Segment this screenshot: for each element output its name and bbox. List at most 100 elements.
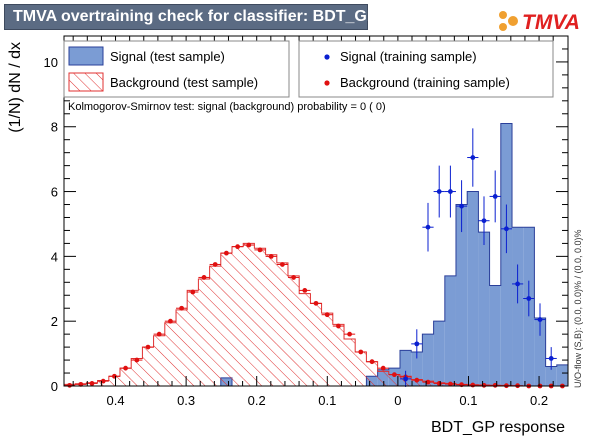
background-train-point <box>414 377 420 383</box>
y-tick-label: 10 <box>44 55 58 70</box>
background-test-bar <box>220 253 232 386</box>
background-train-point <box>156 331 162 337</box>
signal-train-point <box>470 155 476 160</box>
background-train-point <box>223 250 229 256</box>
signal-train-point <box>448 189 453 194</box>
signal-test-bar <box>545 366 557 386</box>
background-train-point <box>425 379 431 385</box>
background-train-point <box>302 287 308 293</box>
signal-test-bar <box>489 285 501 386</box>
ks-test-text: Kolmogorov-Smirnov test: signal (backgro… <box>68 101 386 113</box>
background-train-point <box>112 373 117 379</box>
logo-dot-1-icon <box>499 11 507 19</box>
background-train-point <box>470 382 476 388</box>
background-train-point <box>448 381 453 387</box>
background-train-point <box>280 262 285 267</box>
logo-dot-2-icon <box>499 23 507 31</box>
signal-test-bar <box>534 317 546 386</box>
background-test-bar <box>321 313 333 386</box>
signal-test-bar <box>433 321 445 386</box>
background-test-bar <box>198 279 210 386</box>
signal-train-point <box>403 376 409 382</box>
y-axis-title: (1/N) dN / dx <box>7 42 24 133</box>
signal-train-point <box>515 281 520 287</box>
background-train-point <box>336 323 341 329</box>
background-test-bar <box>366 361 378 386</box>
background-test-bar <box>243 243 255 386</box>
background-train-point <box>100 378 106 384</box>
background-test-bar <box>153 335 165 386</box>
signal-test-bar <box>556 364 568 386</box>
signal-train-point <box>526 296 532 301</box>
background-test-bar <box>332 324 345 386</box>
tmva-logo: TMVA <box>499 11 580 34</box>
background-test-bar <box>388 374 400 386</box>
background-test-bar <box>119 368 132 386</box>
x-tick-label: 0.2 <box>248 393 266 408</box>
background-train-point <box>89 381 95 386</box>
signal-test-bar <box>400 350 412 386</box>
logo-text: TMVA <box>522 11 580 34</box>
background-train-point <box>380 365 386 371</box>
y-tick-label: 8 <box>51 120 58 135</box>
background-test-bar <box>187 290 199 386</box>
background-train-point <box>436 381 442 386</box>
background-test-bar <box>131 358 143 386</box>
background-train-point <box>179 305 185 311</box>
logo-dot-3-icon <box>508 16 518 26</box>
background-train-point <box>145 344 151 350</box>
background-test-bar <box>344 339 356 386</box>
signal-test-bar <box>467 191 479 386</box>
background-train-point <box>347 331 352 337</box>
y-tick-label: 4 <box>51 249 58 264</box>
signal-test-bar <box>500 123 513 386</box>
background-train-point <box>201 275 207 280</box>
legend-box-right <box>298 40 554 98</box>
legend-signal-test-swatch <box>68 46 104 66</box>
y-tick-label: 2 <box>51 314 58 329</box>
background-train-point <box>324 312 330 318</box>
signal-train-point <box>414 341 420 347</box>
signal-test-bar <box>512 227 524 386</box>
legend-background-train-marker <box>324 80 330 86</box>
x-tick-label: 0.1 <box>459 393 477 408</box>
signal-test-bar <box>444 275 456 386</box>
background-test-bar <box>142 347 154 386</box>
plot-title: TMVA overtraining check for classifier: … <box>4 4 378 30</box>
legend-signal-train-label: Signal (training sample) <box>340 49 477 64</box>
background-train-point <box>369 359 375 365</box>
x-tick-label: 0.3 <box>177 393 195 408</box>
background-test-bar <box>299 293 311 386</box>
background-test-bar <box>265 254 277 386</box>
y-tick-label: 0 <box>51 379 58 394</box>
signal-test-bar <box>478 232 490 386</box>
background-train-point <box>257 247 263 253</box>
legend-background-test-swatch <box>68 72 104 92</box>
signal-train-point <box>537 317 543 322</box>
background-train-point <box>123 365 128 371</box>
background-test-bar <box>164 322 177 386</box>
legend-background-train-label: Background (training sample) <box>340 75 510 90</box>
background-test-bar <box>355 351 367 386</box>
background-test-bar <box>209 266 221 386</box>
x-tick-label: 0.4 <box>106 393 124 408</box>
background-train-point <box>268 253 274 259</box>
signal-test-bar <box>455 204 468 386</box>
y-tick-label: 6 <box>51 185 58 200</box>
background-train-point <box>358 349 364 355</box>
background-train-point <box>168 318 173 324</box>
background-train-point <box>246 242 252 248</box>
background-test-bar <box>310 303 322 386</box>
background-test-bar <box>287 275 300 386</box>
background-train-point <box>134 357 140 363</box>
background-train-point <box>190 289 196 295</box>
x-tick-label: 0 <box>394 393 401 408</box>
signal-train-point <box>459 203 464 209</box>
background-test-bar <box>276 262 288 386</box>
background-train-point <box>313 300 319 306</box>
signal-train-point <box>504 226 509 232</box>
x-tick-label: 0.2 <box>530 393 548 408</box>
background-test-bar <box>232 246 244 386</box>
background-test-bar <box>176 309 188 386</box>
